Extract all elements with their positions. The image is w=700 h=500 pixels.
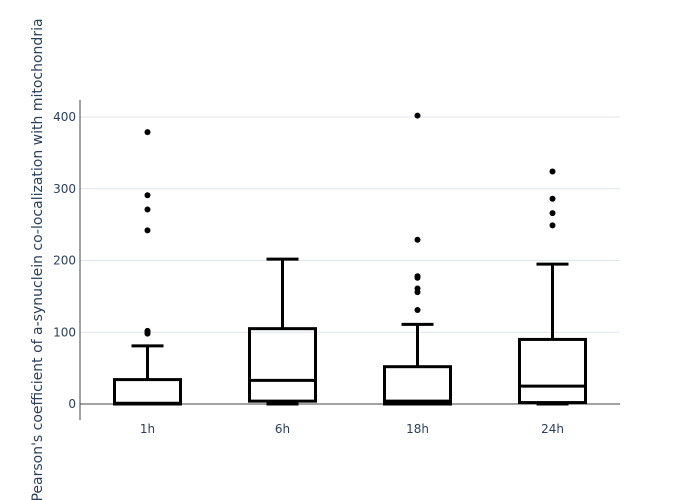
outlier-point	[144, 192, 151, 199]
x-tick-label: 24h	[541, 422, 564, 436]
y-tick-label: 100	[53, 325, 76, 339]
grid-lines	[80, 116, 620, 333]
outlier-point	[549, 210, 556, 217]
tick-labels: 0 100 200 300 400 1h 6h 18h 24h	[53, 110, 564, 436]
y-tick-label: 200	[53, 254, 76, 268]
outlier-point	[549, 222, 556, 229]
outlier-point	[414, 112, 421, 119]
outlier-point	[144, 227, 151, 234]
y-tick-label: 300	[53, 182, 76, 196]
outlier-point	[549, 168, 556, 175]
box-1h	[113, 129, 182, 406]
box-18h	[383, 112, 452, 406]
y-tick-label: 400	[53, 110, 76, 124]
outlier-point	[144, 129, 151, 136]
iqr-box	[113, 378, 182, 406]
outlier-point	[414, 285, 421, 292]
outlier-point	[414, 273, 421, 280]
x-tick-label: 18h	[406, 422, 429, 436]
boxes	[113, 112, 587, 406]
x-tick-label: 6h	[275, 422, 290, 436]
outlier-point	[144, 206, 151, 213]
outlier-point	[549, 195, 556, 202]
y-tick-label: 0	[68, 397, 76, 411]
box-6h	[248, 257, 317, 406]
outlier-point	[414, 307, 421, 314]
y-axis-title: Pearson's coefficient of a-synuclein co-…	[30, 18, 46, 500]
iqr-box	[383, 365, 452, 406]
iqr-box	[248, 327, 317, 403]
box-24h	[518, 168, 587, 406]
outlier-point	[144, 327, 151, 334]
x-tick-label: 1h	[140, 422, 155, 436]
iqr-box	[518, 337, 587, 405]
outlier-point	[414, 236, 421, 243]
